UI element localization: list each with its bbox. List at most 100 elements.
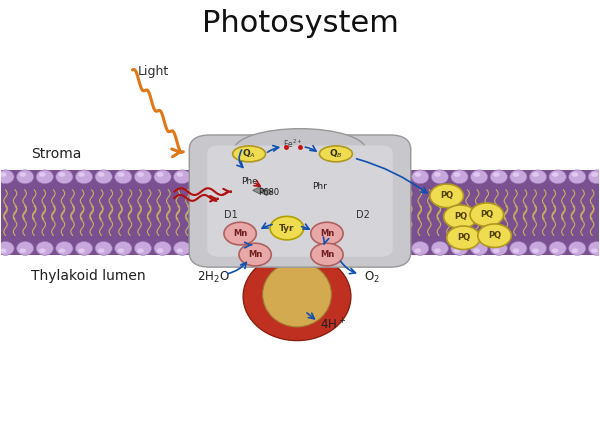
Circle shape: [224, 222, 256, 245]
Ellipse shape: [16, 170, 34, 184]
Ellipse shape: [118, 172, 124, 177]
Ellipse shape: [412, 242, 429, 255]
FancyBboxPatch shape: [346, 176, 368, 249]
Ellipse shape: [392, 170, 409, 184]
FancyBboxPatch shape: [327, 175, 351, 250]
Ellipse shape: [454, 172, 460, 177]
Ellipse shape: [434, 248, 441, 253]
FancyBboxPatch shape: [291, 175, 315, 250]
Ellipse shape: [549, 170, 566, 184]
Ellipse shape: [154, 170, 171, 184]
Ellipse shape: [552, 172, 559, 177]
Ellipse shape: [529, 242, 547, 255]
Text: PQ: PQ: [480, 210, 493, 219]
Ellipse shape: [319, 146, 352, 162]
Ellipse shape: [234, 129, 366, 171]
Ellipse shape: [157, 248, 164, 253]
Circle shape: [311, 243, 343, 266]
Ellipse shape: [36, 170, 53, 184]
Ellipse shape: [451, 242, 468, 255]
Text: PQ: PQ: [454, 212, 467, 221]
Polygon shape: [253, 187, 266, 194]
Text: PQ: PQ: [488, 231, 501, 240]
Circle shape: [478, 224, 511, 248]
Text: Thylakoid lumen: Thylakoid lumen: [31, 269, 145, 282]
Ellipse shape: [176, 248, 183, 253]
Ellipse shape: [137, 172, 144, 177]
Ellipse shape: [173, 170, 191, 184]
Ellipse shape: [76, 242, 92, 255]
FancyBboxPatch shape: [328, 176, 350, 249]
Ellipse shape: [493, 172, 500, 177]
Ellipse shape: [569, 170, 586, 184]
Ellipse shape: [16, 242, 34, 255]
Ellipse shape: [512, 248, 520, 253]
Ellipse shape: [569, 242, 586, 255]
Ellipse shape: [490, 242, 508, 255]
Ellipse shape: [510, 170, 527, 184]
Ellipse shape: [588, 170, 600, 184]
Ellipse shape: [56, 242, 73, 255]
Circle shape: [430, 184, 463, 208]
Text: Mn: Mn: [233, 229, 247, 238]
Ellipse shape: [134, 170, 152, 184]
Ellipse shape: [56, 170, 73, 184]
FancyBboxPatch shape: [255, 175, 279, 250]
Ellipse shape: [78, 172, 85, 177]
Text: Q$_B$: Q$_B$: [329, 148, 343, 160]
Ellipse shape: [395, 248, 401, 253]
Text: Stroma: Stroma: [31, 147, 81, 161]
Ellipse shape: [78, 248, 85, 253]
Ellipse shape: [470, 242, 488, 255]
Ellipse shape: [512, 172, 520, 177]
Text: D1: D1: [224, 210, 238, 220]
Ellipse shape: [59, 248, 65, 253]
Ellipse shape: [473, 248, 480, 253]
Ellipse shape: [98, 248, 104, 253]
Ellipse shape: [415, 172, 421, 177]
Ellipse shape: [95, 242, 112, 255]
FancyBboxPatch shape: [237, 175, 261, 250]
Text: Phe: Phe: [241, 177, 257, 186]
Ellipse shape: [588, 242, 600, 255]
FancyBboxPatch shape: [189, 135, 411, 267]
Ellipse shape: [176, 172, 183, 177]
Ellipse shape: [591, 248, 598, 253]
Ellipse shape: [493, 248, 500, 253]
FancyBboxPatch shape: [364, 176, 386, 249]
Ellipse shape: [510, 242, 527, 255]
Text: 2H$_2$O: 2H$_2$O: [197, 270, 230, 285]
Text: O$_2$: O$_2$: [364, 270, 380, 285]
Text: 4H$^+$: 4H$^+$: [320, 317, 346, 332]
Ellipse shape: [98, 172, 104, 177]
Ellipse shape: [431, 170, 448, 184]
Ellipse shape: [529, 170, 547, 184]
Ellipse shape: [552, 248, 559, 253]
Ellipse shape: [39, 248, 46, 253]
Text: Mn: Mn: [320, 229, 334, 238]
Ellipse shape: [0, 248, 7, 253]
Ellipse shape: [193, 242, 211, 255]
Text: Phr: Phr: [313, 182, 327, 191]
FancyBboxPatch shape: [220, 176, 242, 249]
FancyBboxPatch shape: [345, 175, 369, 250]
Ellipse shape: [470, 170, 488, 184]
Ellipse shape: [395, 172, 401, 177]
Ellipse shape: [490, 170, 508, 184]
Ellipse shape: [0, 242, 14, 255]
FancyBboxPatch shape: [310, 176, 332, 249]
Ellipse shape: [36, 242, 53, 255]
Text: PQ: PQ: [440, 191, 453, 200]
Ellipse shape: [196, 172, 203, 177]
FancyBboxPatch shape: [219, 175, 243, 250]
Ellipse shape: [95, 170, 112, 184]
Ellipse shape: [451, 170, 468, 184]
Text: Fe$^{2+}$: Fe$^{2+}$: [283, 138, 302, 150]
FancyBboxPatch shape: [363, 175, 387, 250]
Ellipse shape: [412, 170, 429, 184]
Ellipse shape: [243, 253, 351, 341]
FancyBboxPatch shape: [309, 175, 333, 250]
Ellipse shape: [233, 146, 266, 162]
Circle shape: [311, 222, 343, 245]
FancyBboxPatch shape: [273, 175, 297, 250]
